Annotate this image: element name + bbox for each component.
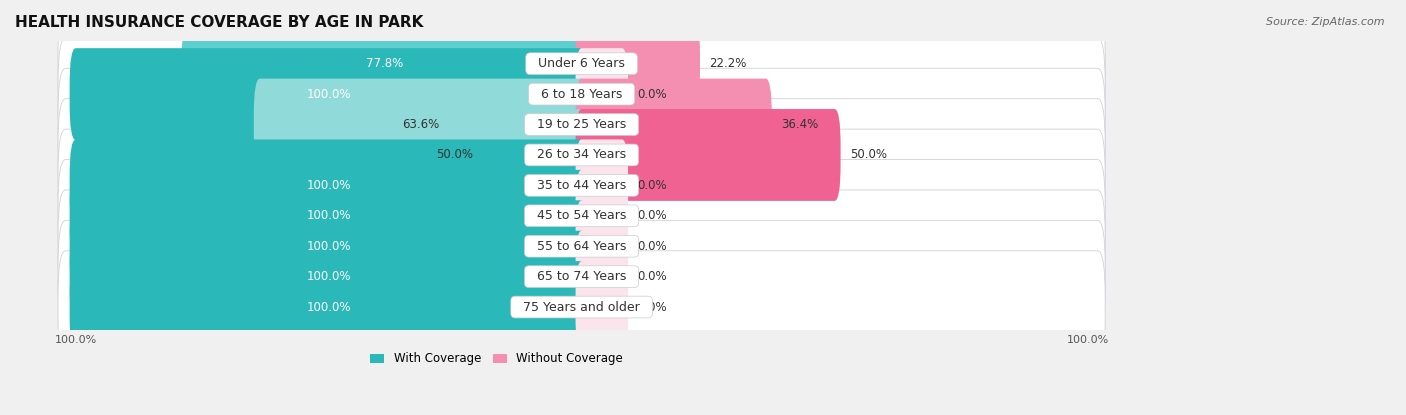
FancyBboxPatch shape [575,200,628,292]
Text: 50.0%: 50.0% [437,149,474,161]
Text: 0.0%: 0.0% [637,179,666,192]
FancyBboxPatch shape [58,99,1105,211]
Text: 0.0%: 0.0% [637,300,666,314]
FancyBboxPatch shape [70,48,588,140]
Text: 0.0%: 0.0% [637,88,666,100]
Text: 100.0%: 100.0% [307,300,352,314]
FancyBboxPatch shape [70,200,588,292]
Text: 22.2%: 22.2% [709,57,747,70]
Text: 75 Years and older: 75 Years and older [515,300,648,314]
FancyBboxPatch shape [575,139,628,231]
Text: 0.0%: 0.0% [637,240,666,253]
Text: 77.8%: 77.8% [366,57,404,70]
Text: 19 to 25 Years: 19 to 25 Years [529,118,634,131]
Text: 100.0%: 100.0% [307,179,352,192]
FancyBboxPatch shape [70,261,588,353]
Text: Under 6 Years: Under 6 Years [530,57,633,70]
FancyBboxPatch shape [58,7,1105,120]
Text: 45 to 54 Years: 45 to 54 Years [529,209,634,222]
FancyBboxPatch shape [575,48,628,140]
FancyBboxPatch shape [58,129,1105,242]
Legend: With Coverage, Without Coverage: With Coverage, Without Coverage [366,348,628,370]
FancyBboxPatch shape [575,170,628,262]
Text: Source: ZipAtlas.com: Source: ZipAtlas.com [1267,17,1385,27]
Text: 6 to 18 Years: 6 to 18 Years [533,88,630,100]
FancyBboxPatch shape [253,78,588,171]
FancyBboxPatch shape [575,78,772,171]
Text: 100.0%: 100.0% [307,88,352,100]
FancyBboxPatch shape [70,170,588,262]
Text: 0.0%: 0.0% [637,270,666,283]
FancyBboxPatch shape [58,38,1105,150]
FancyBboxPatch shape [58,68,1105,181]
FancyBboxPatch shape [70,231,588,322]
Text: 100.0%: 100.0% [307,270,352,283]
FancyBboxPatch shape [575,109,841,201]
Text: 65 to 74 Years: 65 to 74 Years [529,270,634,283]
FancyBboxPatch shape [322,109,588,201]
FancyBboxPatch shape [181,18,588,110]
FancyBboxPatch shape [58,159,1105,272]
Text: 63.6%: 63.6% [402,118,439,131]
Text: 100.0%: 100.0% [307,240,352,253]
FancyBboxPatch shape [58,190,1105,303]
Text: 35 to 44 Years: 35 to 44 Years [529,179,634,192]
Text: 100.0%: 100.0% [307,209,352,222]
FancyBboxPatch shape [575,231,628,322]
FancyBboxPatch shape [58,220,1105,333]
Text: 26 to 34 Years: 26 to 34 Years [529,149,634,161]
Text: 36.4%: 36.4% [780,118,818,131]
Text: 50.0%: 50.0% [849,149,887,161]
FancyBboxPatch shape [575,18,700,110]
FancyBboxPatch shape [575,261,628,353]
Text: HEALTH INSURANCE COVERAGE BY AGE IN PARK: HEALTH INSURANCE COVERAGE BY AGE IN PARK [15,15,423,30]
FancyBboxPatch shape [70,139,588,231]
Text: 55 to 64 Years: 55 to 64 Years [529,240,634,253]
FancyBboxPatch shape [58,251,1105,364]
Text: 0.0%: 0.0% [637,209,666,222]
